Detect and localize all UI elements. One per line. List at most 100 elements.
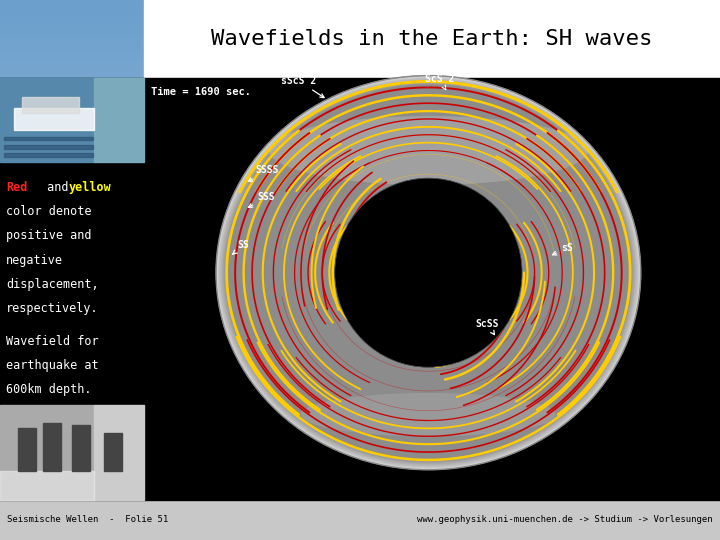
Bar [0,459,720,463]
Bar [14,108,94,130]
Bar [0,490,720,495]
Ellipse shape [216,76,641,470]
Bar [0,0,720,4]
Bar [0,369,720,374]
Bar [0,441,720,445]
Bar [144,0,720,78]
Bar [4,137,93,140]
Bar [0,108,720,112]
Bar [0,78,94,162]
Bar [0,90,720,94]
Text: ScS 2: ScS 2 [425,74,454,90]
Ellipse shape [221,80,636,465]
Bar [0,471,94,500]
Ellipse shape [220,79,636,466]
Bar [0,135,720,139]
Bar [0,364,720,369]
Ellipse shape [219,78,638,467]
Bar [0,117,720,122]
Bar [0,423,720,428]
Bar [0,315,720,320]
Bar [0,144,720,148]
Bar [0,225,720,229]
Bar [0,405,720,409]
Text: and: and [40,181,76,194]
Text: sS: sS [552,243,573,255]
Bar [0,207,720,212]
Bar [0,526,720,531]
Ellipse shape [226,85,631,461]
Ellipse shape [218,78,639,468]
Bar [0,78,144,500]
Bar [0,193,720,198]
Ellipse shape [220,80,636,465]
Bar [0,220,720,225]
Bar [0,112,720,117]
Bar [0,472,720,477]
Bar [0,446,720,450]
Bar [0,63,720,68]
Bar [0,297,720,301]
Bar [0,463,720,468]
Ellipse shape [221,80,636,465]
Bar [0,166,720,171]
Bar [0,189,720,193]
Bar [0,405,94,500]
Bar [0,288,720,293]
Bar [0,486,720,490]
Bar [0,4,720,9]
Bar [0,324,720,328]
Ellipse shape [220,79,637,467]
Bar [0,513,720,517]
Bar [0,122,720,126]
Text: SS: SS [233,240,249,254]
Ellipse shape [217,76,640,469]
Bar [0,18,720,23]
Bar [0,247,720,252]
Text: SSSS: SSSS [248,165,279,181]
Bar [0,482,720,486]
Bar [0,333,720,338]
Bar [94,405,144,500]
Bar [0,72,720,77]
Bar [0,261,720,266]
Bar [0,243,720,247]
Ellipse shape [223,82,634,463]
Ellipse shape [216,76,641,470]
Bar [0,301,720,306]
Bar [0,216,720,220]
Text: color denote: color denote [6,205,91,218]
Text: SSS: SSS [248,192,275,207]
Bar [0,45,720,50]
Bar [0,36,720,40]
Ellipse shape [222,80,635,465]
Bar [0,517,720,522]
Text: positive and: positive and [6,230,91,242]
Bar [0,31,720,36]
Bar [0,162,720,166]
Bar [0,158,720,162]
Bar [0,50,720,54]
Bar [0,355,720,360]
Ellipse shape [335,178,522,367]
Bar [0,176,720,180]
Ellipse shape [220,79,636,466]
Ellipse shape [220,79,637,467]
Bar [0,270,720,274]
Bar [22,97,79,113]
Ellipse shape [220,79,637,466]
Ellipse shape [217,77,639,469]
Ellipse shape [301,393,556,436]
Bar [0,382,720,387]
Bar [0,392,720,396]
Bar [0,360,720,364]
Bar [94,78,144,162]
Bar [0,342,720,347]
Bar [0,477,720,482]
Bar [0,396,720,401]
Bar [0,338,720,342]
Text: ScSS: ScSS [475,319,499,335]
Text: Time = 1690 sec.: Time = 1690 sec. [151,87,251,97]
Bar [0,68,720,72]
Bar [0,153,720,158]
